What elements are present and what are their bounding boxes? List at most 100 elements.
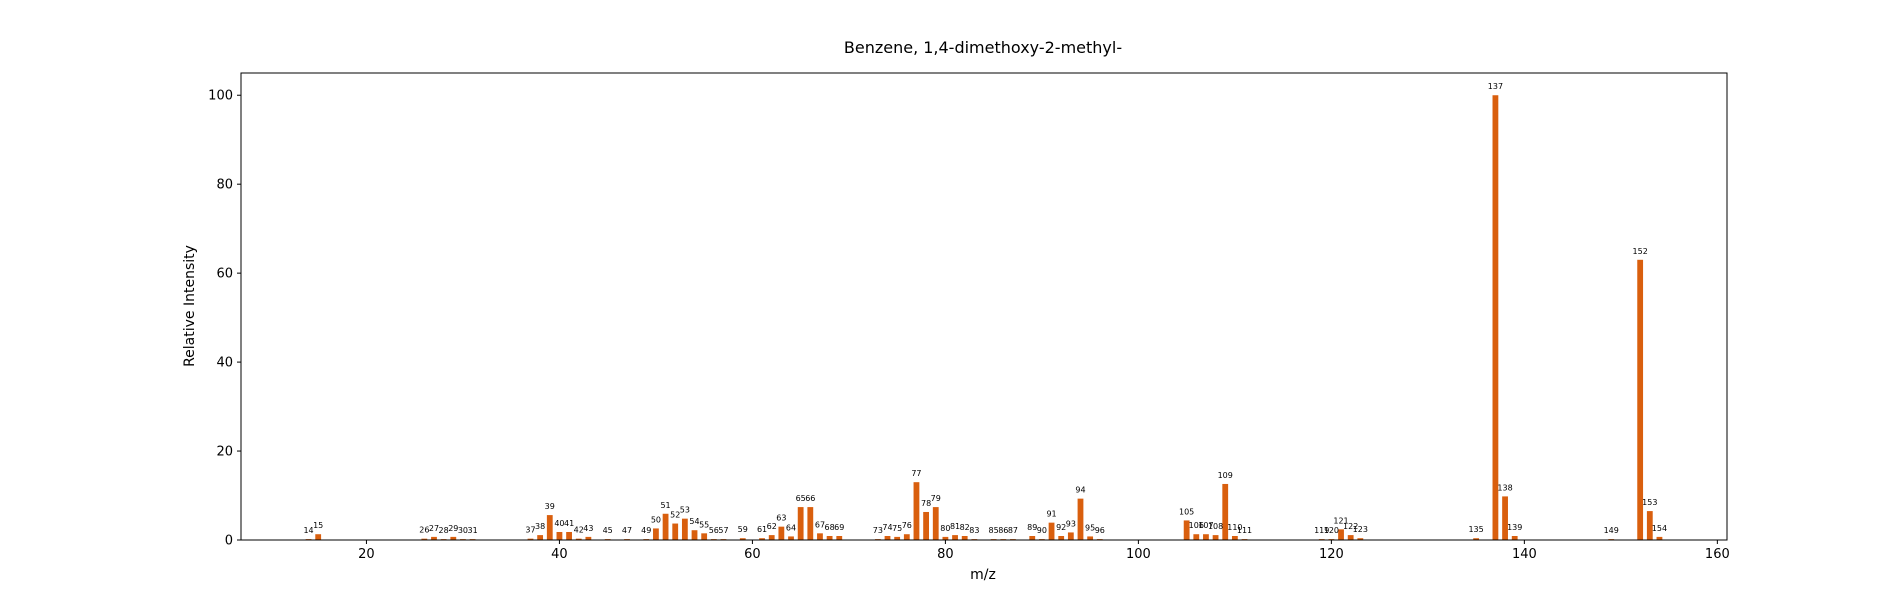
bar-label-mz-87: 87 — [1008, 526, 1018, 535]
y-axis-ticks: 0 20 40 60 80 100 — [208, 89, 241, 549]
bar-label-mz-61: 61 — [757, 525, 767, 534]
bar-mz-50 — [653, 528, 659, 540]
bar-label-mz-55: 55 — [699, 520, 709, 529]
bar-label-mz-153: 153 — [1642, 498, 1657, 507]
bar-mz-38 — [537, 535, 544, 540]
bar-mz-122 — [1347, 535, 1354, 540]
bar-mz-67 — [817, 533, 823, 540]
x-tick-label: 100 — [1126, 547, 1151, 562]
bar-mz-27 — [431, 536, 437, 540]
bar-label-mz-27: 27 — [429, 524, 439, 533]
bar-label-mz-76: 76 — [902, 521, 912, 530]
y-tick-label: 80 — [216, 178, 233, 193]
bar-label-mz-68: 68 — [825, 523, 835, 532]
bar-label-mz-73: 73 — [873, 526, 883, 535]
bar-label-mz-138: 138 — [1497, 483, 1512, 492]
bar-mz-74 — [884, 536, 891, 540]
bar-mz-135 — [1473, 538, 1480, 540]
bar-mz-78 — [923, 511, 929, 540]
bar-mz-53 — [681, 518, 688, 540]
bar-label-mz-52: 52 — [670, 511, 680, 520]
bar-mz-91 — [1048, 522, 1055, 540]
bar-mz-63 — [778, 526, 785, 540]
bar-mz-82 — [961, 536, 968, 540]
bar-mz-153 — [1646, 511, 1653, 540]
bar-label-mz-67: 67 — [815, 520, 825, 529]
bar-label-mz-80: 80 — [940, 524, 950, 533]
bar-label-mz-154: 154 — [1652, 524, 1667, 533]
bar-label-mz-152: 152 — [1633, 247, 1648, 256]
bar-mz-93 — [1067, 532, 1074, 540]
bar-label-mz-65: 65 — [796, 494, 806, 503]
bar-mz-55 — [701, 533, 708, 540]
bar-label-mz-95: 95 — [1085, 523, 1095, 532]
y-tick-label: 100 — [208, 89, 233, 104]
bar-label-mz-15: 15 — [313, 521, 323, 530]
bar-mz-66 — [807, 507, 814, 540]
bar-label-mz-49: 49 — [641, 526, 651, 535]
bar-mz-42 — [575, 538, 582, 540]
bar-label-mz-42: 42 — [574, 526, 584, 535]
plot-frame — [240, 72, 1728, 541]
bar-mz-121 — [1338, 529, 1344, 540]
bar-mz-139 — [1511, 536, 1518, 540]
x-tick-label: 160 — [1705, 547, 1730, 562]
bar-label-mz-29: 29 — [448, 524, 458, 533]
bar-mz-123 — [1357, 538, 1364, 540]
bar-label-mz-89: 89 — [1027, 523, 1037, 532]
bar-label-mz-37: 37 — [525, 526, 535, 535]
bar-mz-41 — [566, 531, 572, 540]
bar-label-mz-110: 110 — [1227, 523, 1242, 532]
x-tick-label: 140 — [1512, 547, 1537, 562]
bar-mz-39 — [546, 515, 553, 540]
bar-mz-65 — [797, 507, 804, 540]
y-tick-label: 0 — [225, 534, 233, 549]
bar-mz-59 — [739, 538, 746, 540]
bar-label-mz-149: 149 — [1604, 526, 1619, 535]
bar-mz-37 — [527, 538, 534, 540]
bar-mz-109 — [1222, 483, 1229, 540]
bar-label-mz-40: 40 — [554, 519, 564, 528]
x-axis-ticks: 20 40 60 80 100 120 140 160 — [358, 540, 1730, 562]
y-tick-label: 20 — [216, 445, 233, 460]
bar-label-mz-50: 50 — [651, 515, 661, 524]
bar-mz-43 — [585, 536, 592, 540]
bar-mz-92 — [1058, 536, 1065, 540]
bar-label-mz-123: 123 — [1353, 525, 1368, 534]
bar-mz-152 — [1637, 259, 1644, 540]
bar-label-mz-66: 66 — [805, 494, 815, 503]
bar-label-mz-94: 94 — [1075, 486, 1085, 495]
bar-label-mz-75: 75 — [892, 524, 902, 533]
bar-label-mz-108: 108 — [1208, 522, 1223, 531]
bar-label-mz-90: 90 — [1037, 526, 1047, 535]
bar-mz-68 — [826, 536, 833, 540]
bar-label-mz-38: 38 — [535, 522, 545, 531]
bar-label-mz-85: 85 — [989, 526, 999, 535]
bar-mz-26 — [421, 538, 428, 540]
bar-label-mz-86: 86 — [998, 526, 1008, 535]
bar-mz-108 — [1212, 535, 1219, 540]
bar-label-mz-121: 121 — [1333, 516, 1348, 525]
x-tick-label: 120 — [1319, 547, 1344, 562]
bar-mz-15 — [315, 534, 322, 540]
bars-group — [305, 95, 1663, 541]
bar-label-mz-82: 82 — [960, 523, 970, 532]
bar-label-mz-79: 79 — [931, 494, 941, 503]
bar-label-mz-62: 62 — [767, 522, 777, 531]
bar-label-mz-92: 92 — [1056, 523, 1066, 532]
bar-label-mz-54: 54 — [689, 517, 699, 526]
bar-mz-54 — [691, 530, 698, 540]
bar-mz-110 — [1231, 536, 1238, 540]
bar-mz-80 — [942, 536, 949, 540]
bar-mz-79 — [932, 507, 939, 540]
bar-label-mz-41: 41 — [564, 519, 574, 528]
bar-mz-107 — [1203, 534, 1209, 540]
bar-mz-138 — [1502, 496, 1508, 540]
bar-label-mz-59: 59 — [738, 525, 748, 534]
x-tick-label: 20 — [358, 547, 375, 562]
bar-mz-94 — [1077, 498, 1084, 540]
bar-label-mz-69: 69 — [834, 523, 844, 532]
bar-mz-106 — [1193, 534, 1200, 540]
bar-label-mz-93: 93 — [1066, 519, 1076, 528]
